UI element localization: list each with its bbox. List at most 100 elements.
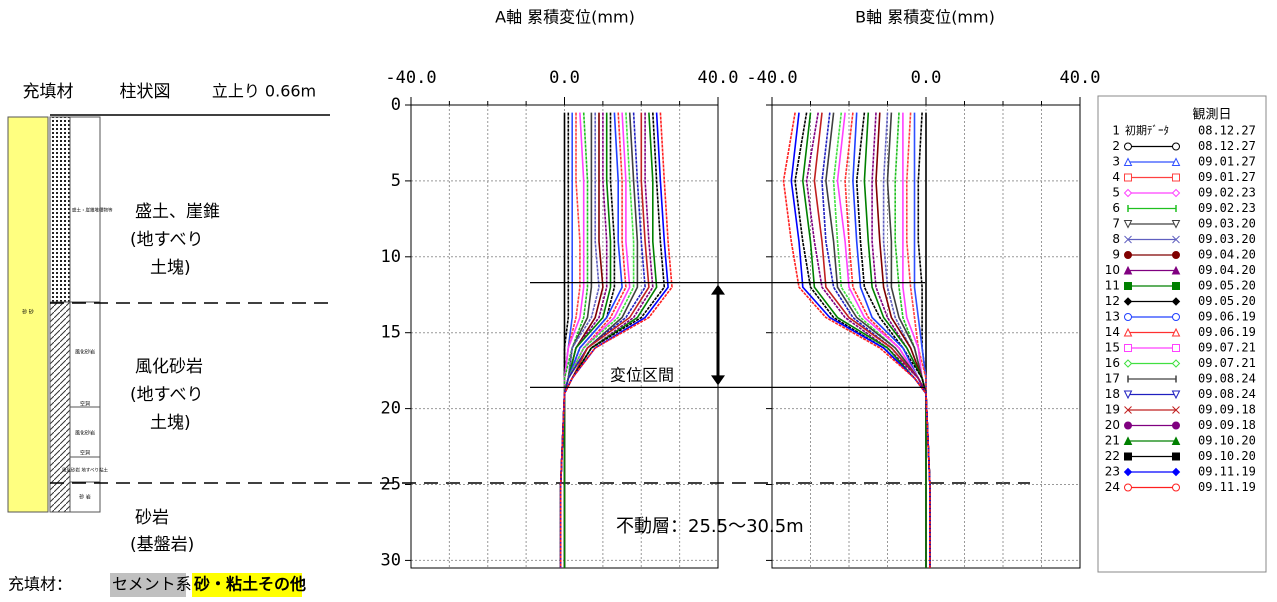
chart-title: A軸 累積変位(mm) — [495, 8, 635, 27]
fill-label: 充填材： — [8, 575, 72, 594]
legend-label: 09.01.27 — [1198, 170, 1256, 184]
legend-id: 7 — [1112, 217, 1120, 231]
legend-id: 18 — [1105, 387, 1120, 401]
legend-marker — [1173, 314, 1180, 321]
layer-label: 砂岩 — [135, 508, 169, 528]
legend-marker — [1125, 345, 1132, 352]
legend-marker — [1173, 484, 1180, 491]
legend-label: 09.11.19 — [1198, 480, 1256, 494]
legend-marker — [1173, 453, 1180, 460]
legend-id: 9 — [1112, 248, 1120, 262]
legend-marker — [1173, 283, 1180, 290]
x-tick-label: -40.0 — [746, 68, 797, 88]
small-label: 砂 砂 — [22, 309, 34, 316]
legend-marker — [1173, 252, 1180, 259]
legend-label: 09.08.24 — [1198, 372, 1256, 386]
annotation: 変位区間 — [610, 366, 674, 385]
legend-label: 09.07.21 — [1198, 356, 1256, 370]
legend-id: 3 — [1112, 155, 1120, 169]
legend-label: 09.08.24 — [1198, 387, 1256, 401]
legend-marker — [1125, 283, 1132, 290]
legend-id: 16 — [1105, 356, 1120, 370]
legend-id: 2 — [1112, 139, 1120, 153]
legend-id: 1 — [1112, 124, 1120, 138]
legend-id: 5 — [1112, 186, 1120, 200]
legend-id: 8 — [1112, 232, 1120, 246]
annotation: 不動層：25.5〜30.5m — [616, 516, 804, 537]
header: 立上り 0.66m — [212, 82, 316, 101]
legend-id: 14 — [1105, 325, 1120, 339]
fill-type: 砂・粘土その他 — [194, 575, 306, 594]
legend-id: 10 — [1105, 263, 1120, 277]
small-label: 風化砂岩 — [75, 349, 95, 356]
small-label: 風化砂岩 地すべり粘土 — [62, 467, 109, 474]
legend-label: 09.02.23 — [1198, 201, 1256, 215]
x-tick-label: 0.0 — [549, 68, 580, 88]
small-label: 砂 岩 — [79, 494, 91, 501]
legend-id: 24 — [1105, 480, 1120, 494]
small-label: 盛土・崖錐堆積物等 — [72, 207, 113, 214]
legend-label: 08.12.27 — [1198, 124, 1256, 138]
layer-label: (基盤岩) — [130, 535, 194, 555]
y-tick-label: 25 — [381, 475, 401, 495]
figure: 充填材 柱状図 立上り 0.66m 盛土、崖錐 (地すべり 土塊) 風化砂岩 (… — [0, 0, 1277, 602]
layer-label: 土塊) — [150, 413, 191, 433]
legend-label: 09.11.19 — [1198, 465, 1256, 479]
layer-label: 土塊) — [150, 258, 191, 278]
legend-marker — [1173, 143, 1180, 150]
chart-title: B軸 累積変位(mm) — [855, 8, 995, 27]
legend-label: 09.05.20 — [1198, 294, 1256, 308]
legend-title: 観測日 — [1192, 108, 1231, 123]
legend-label: 09.09.18 — [1198, 403, 1256, 417]
legend-marker — [1125, 174, 1132, 181]
y-tick-label: 20 — [381, 399, 401, 419]
legend-id: 4 — [1112, 170, 1120, 184]
legend-id: 22 — [1105, 449, 1120, 463]
y-tick-label: 5 — [391, 171, 401, 191]
legend-marker — [1173, 422, 1180, 429]
legend-id: 21 — [1105, 434, 1120, 448]
legend-marker — [1173, 174, 1180, 181]
log-fill — [50, 117, 70, 302]
legend-id: 15 — [1105, 341, 1120, 355]
legend-marker — [1125, 422, 1132, 429]
legend-label: 08.12.27 — [1198, 139, 1256, 153]
page: 充填材 柱状図 立上り 0.66m 盛土、崖錐 (地すべり 土塊) 風化砂岩 (… — [0, 0, 1277, 602]
small-label: 空洞 — [80, 450, 90, 457]
y-tick-label: 10 — [381, 247, 401, 267]
x-tick-label: -40.0 — [385, 68, 436, 88]
legend-marker — [1173, 345, 1180, 352]
layer-label: 盛土、崖錐 — [135, 202, 220, 222]
y-tick-label: 15 — [381, 323, 401, 343]
legend-label: 09.03.20 — [1198, 232, 1256, 246]
legend-label: 09.03.20 — [1198, 217, 1256, 231]
legend-label: 09.04.20 — [1198, 248, 1256, 262]
y-tick-label: 0 — [391, 95, 401, 115]
legend-marker — [1125, 314, 1132, 321]
small-label: 風化砂岩 — [75, 430, 95, 437]
legend-marker — [1125, 143, 1132, 150]
legend-id: 6 — [1112, 201, 1120, 215]
legend-marker — [1125, 252, 1132, 259]
legend-label: 09.05.20 — [1198, 279, 1256, 293]
legend-id: 11 — [1105, 279, 1120, 293]
x-tick-label: 40.0 — [1060, 68, 1101, 88]
legend-marker — [1125, 484, 1132, 491]
legend-id: 13 — [1105, 310, 1120, 324]
legend-label: 09.07.21 — [1198, 341, 1256, 355]
legend-label: 09.01.27 — [1198, 155, 1256, 169]
layer-label: (地すべり — [130, 385, 203, 405]
fill-type: セメント系 — [112, 575, 192, 594]
legend-label: 09.06.19 — [1198, 325, 1256, 339]
legend-id: 20 — [1105, 418, 1120, 432]
legend-marker-label: 初期ﾃﾞｰﾀ — [1125, 123, 1169, 137]
legend-label: 09.10.20 — [1198, 434, 1256, 448]
header: 充填材 — [23, 82, 74, 102]
log-hatch — [50, 302, 70, 512]
legend-label: 09.09.18 — [1198, 418, 1256, 432]
legend-label: 09.10.20 — [1198, 449, 1256, 463]
y-tick-label: 30 — [381, 550, 401, 570]
x-tick-label: 0.0 — [911, 68, 942, 88]
legend-id: 19 — [1105, 403, 1120, 417]
small-label: 空洞 — [80, 401, 90, 408]
